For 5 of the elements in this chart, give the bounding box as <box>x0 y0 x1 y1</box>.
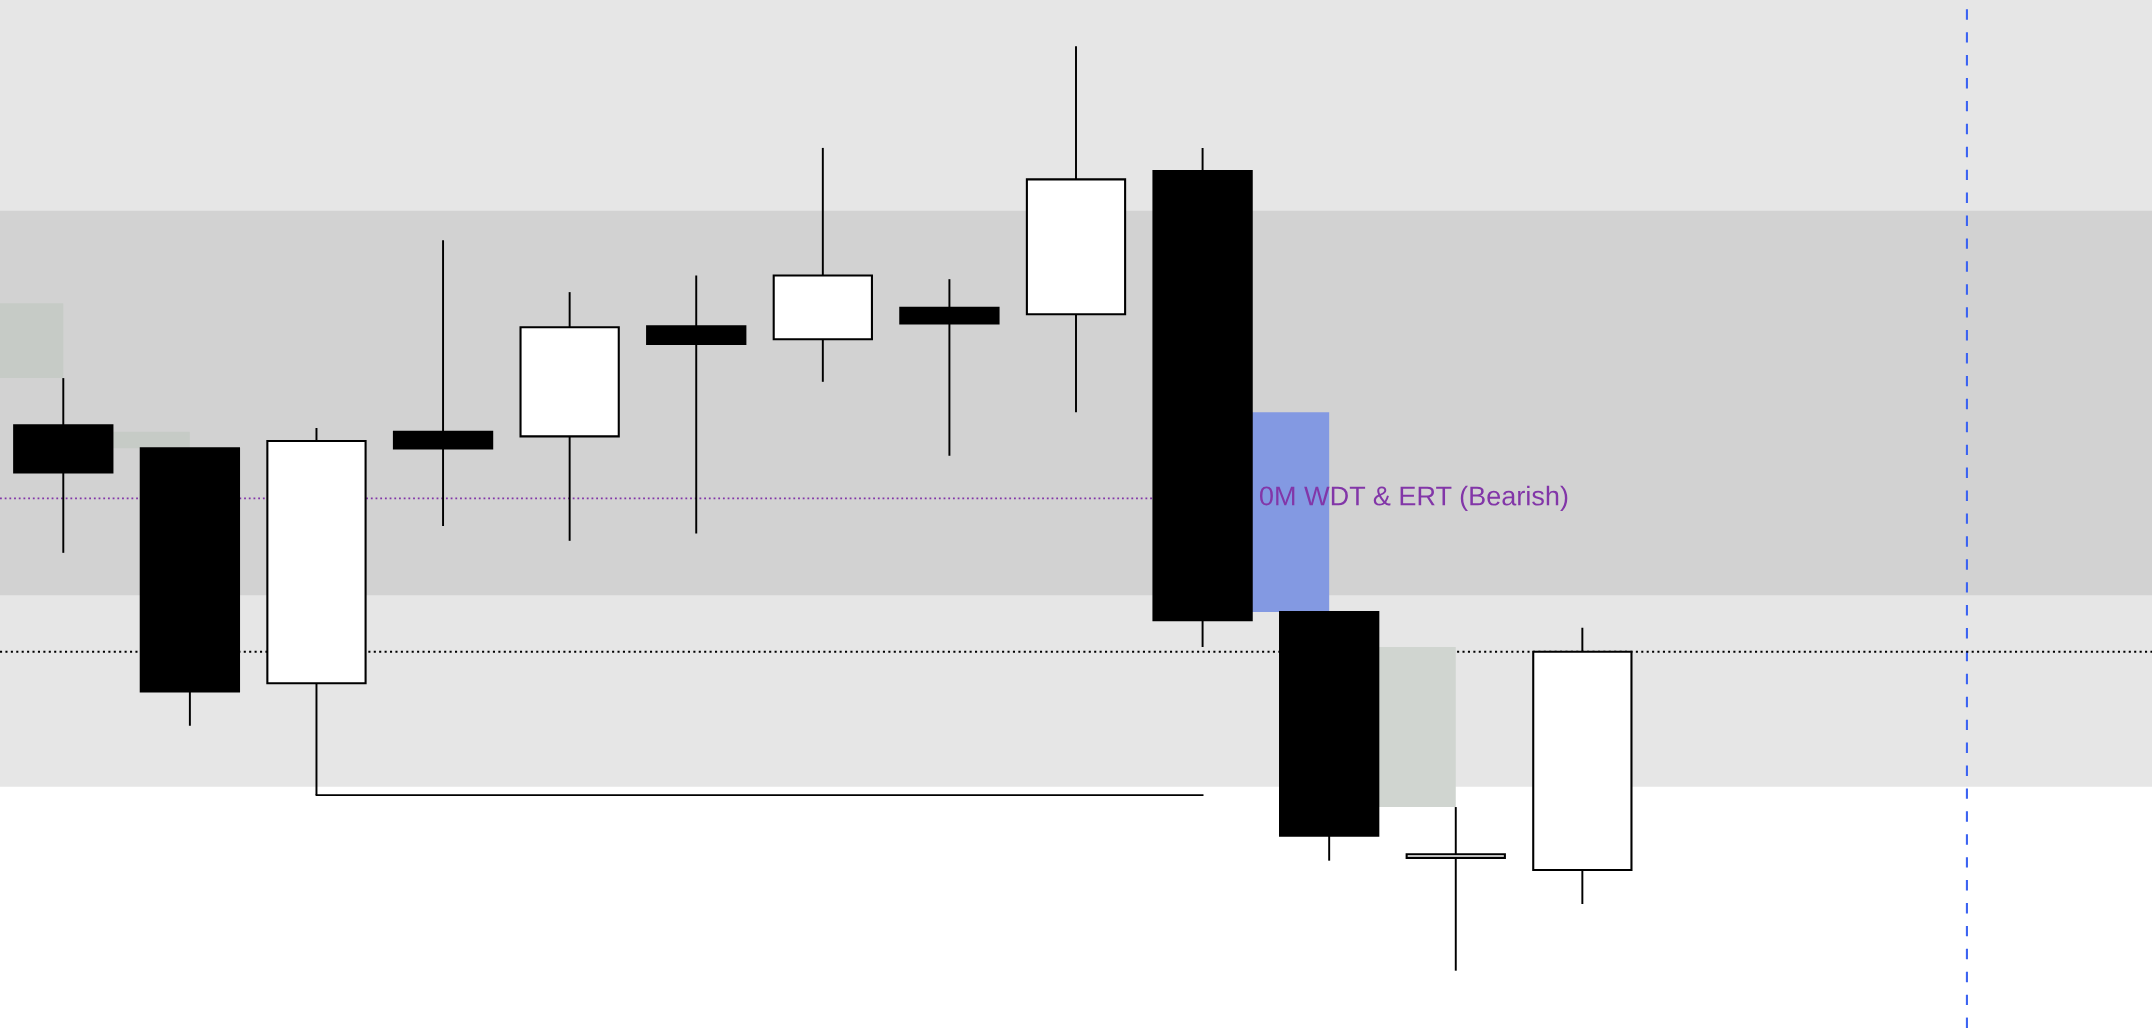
candlestick <box>392 239 494 527</box>
candlestick <box>899 278 1000 457</box>
candlestick <box>1405 806 1506 972</box>
candlestick <box>646 274 747 535</box>
ref-line-label: 0M WDT & ERT (Bearish) <box>1259 485 1568 511</box>
